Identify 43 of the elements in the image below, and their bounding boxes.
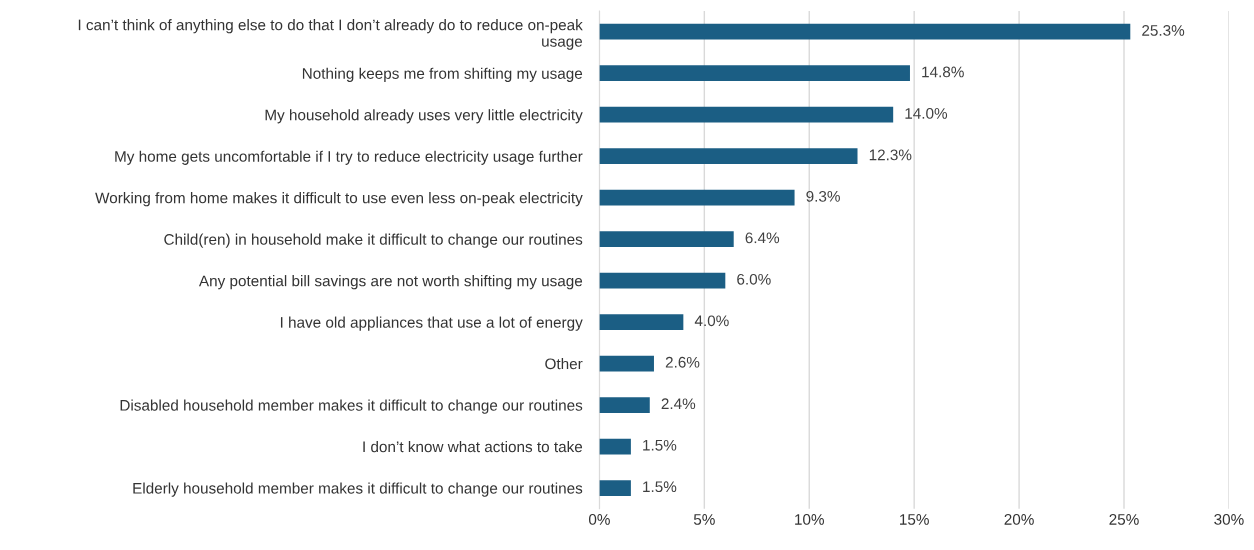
y-tick-label: I don’t know what actions to take (363, 441, 583, 453)
data-label: 6.0% (737, 273, 771, 285)
x-tick-label: 5% (693, 514, 715, 525)
y-tick-label: Other (545, 358, 583, 370)
data-label: 25.3% (1142, 25, 1185, 36)
y-tick-label: Nothing keeps me from shifting my usage (302, 67, 583, 82)
y-tick-label: Elderly household member makes it difficult to change our routines (133, 482, 583, 497)
y-tick-label: My household already uses very little electricity (265, 109, 583, 124)
bar (599, 314, 684, 330)
x-tick-label: 0% (588, 514, 610, 525)
bar (599, 106, 894, 123)
data-label: 1.5% (643, 481, 677, 493)
x-tick-label: 10% (795, 514, 824, 525)
data-label: 12.3% (869, 149, 912, 161)
data-label: 14.8% (922, 66, 964, 78)
bar (599, 480, 631, 496)
data-label: 6.4% (745, 232, 780, 244)
bar (599, 189, 795, 206)
y-tick-label: Any potential bill savings are not worth shifting my usage (198, 275, 583, 290)
data-label: 14.0% (905, 107, 948, 119)
bar (599, 438, 631, 455)
bar (599, 23, 1131, 40)
y-tick-label: I can’t think of anything else to do that I don’t already do to reduce on-peak usage (78, 19, 583, 50)
y-tick-label: Disabled household member makes it difficult to change our routines (120, 399, 583, 414)
bar (599, 148, 858, 165)
bar (599, 65, 910, 82)
bar (599, 355, 654, 372)
data-label: 4.0% (694, 315, 729, 327)
x-tick-label: 25% (1109, 514, 1139, 525)
bar (599, 272, 726, 289)
data-label: 2.6% (665, 356, 700, 368)
data-label: 1.5% (643, 439, 677, 451)
data-label: 2.4% (661, 398, 696, 410)
y-tick-label: Working from home makes it difficult to use even less on-peak electricity (95, 192, 583, 207)
x-tick-label: 15% (900, 514, 929, 525)
x-tick-label: 20% (1004, 514, 1034, 525)
y-tick-label: I have old appliances that use a lot of energy (280, 316, 583, 331)
x-tick-label: 30% (1214, 514, 1244, 525)
y-tick-label: My home gets uncomfortable if I try to reduce electricity usage further (115, 150, 583, 165)
data-label: 9.3% (806, 190, 840, 202)
bar (599, 397, 650, 413)
bar (599, 231, 734, 248)
y-tick-label: Child(ren) in household make it difficult to change our routines (164, 233, 583, 248)
